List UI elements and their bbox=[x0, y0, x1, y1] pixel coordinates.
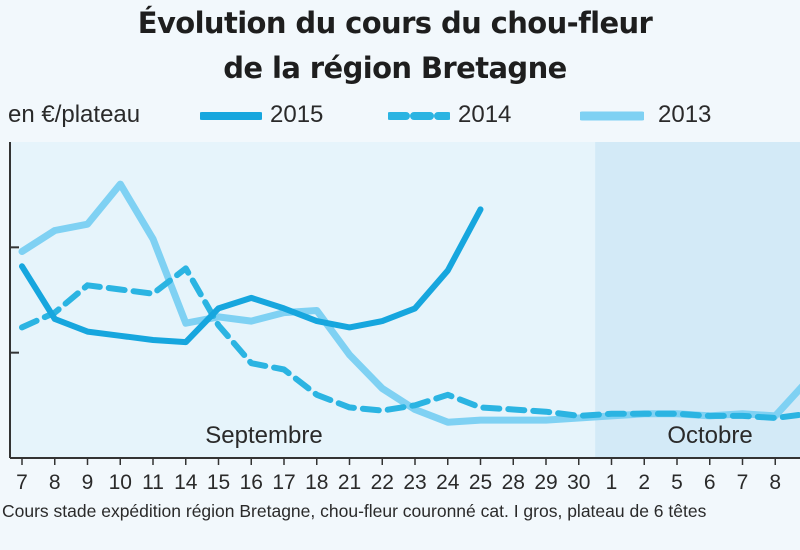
x-tick-label: 9 bbox=[82, 471, 94, 494]
series-line-2013 bbox=[18, 180, 800, 426]
chart-title-line-2: de la région Bretagne bbox=[223, 51, 567, 85]
x-tick-label: 11 bbox=[142, 471, 164, 494]
month-band-1 bbox=[595, 142, 800, 458]
x-tick-label: 15 bbox=[207, 471, 230, 494]
x-tick-label: 1 bbox=[606, 471, 618, 494]
x-tick-label: 28 bbox=[502, 471, 525, 494]
source-note: Cours stade expédition région Bretagne, … bbox=[2, 501, 707, 521]
x-tick-label: 6 bbox=[704, 471, 716, 494]
month-label-0: Septembre bbox=[205, 422, 322, 449]
x-tick-label: 5 bbox=[671, 471, 683, 494]
x-tick-label: 16 bbox=[240, 471, 263, 494]
x-tick-label: 8 bbox=[769, 471, 781, 494]
legend-label-2014: 2014 bbox=[458, 101, 512, 128]
series-line-2014 bbox=[19, 265, 800, 421]
x-tick-label: 2 bbox=[638, 471, 650, 494]
x-tick-label: 23 bbox=[403, 471, 426, 494]
series-line-2015 bbox=[19, 206, 484, 346]
x-tick-label: 17 bbox=[272, 471, 295, 494]
x-tick-label: 7 bbox=[737, 471, 749, 494]
x-tick-label: 29 bbox=[534, 471, 557, 494]
x-tick-label: 8 bbox=[49, 471, 61, 494]
x-tick-label: 30 bbox=[567, 471, 590, 494]
x-tick-label: 18 bbox=[305, 471, 328, 494]
legend-swatch-2013 bbox=[580, 111, 644, 121]
x-tick-label: 22 bbox=[371, 471, 394, 494]
legend-label-2013: 2013 bbox=[658, 101, 712, 128]
month-label-1: Octobre bbox=[667, 422, 752, 449]
x-tick-label: 10 bbox=[109, 471, 132, 494]
x-tick-label: 25 bbox=[469, 471, 492, 494]
chart-title-line-1: Évolution du cours du chou-fleur bbox=[137, 6, 653, 40]
x-tick-label: 21 bbox=[338, 471, 361, 494]
x-tick-label: 7 bbox=[16, 471, 28, 494]
legend-label-2015: 2015 bbox=[270, 101, 324, 128]
y-unit-label: en €/plateau bbox=[8, 101, 141, 128]
legend-swatch-2015 bbox=[200, 112, 262, 120]
x-tick-label: 24 bbox=[436, 471, 460, 494]
legend-swatch-2014 bbox=[388, 112, 450, 120]
x-tick-label: 14 bbox=[174, 471, 198, 494]
